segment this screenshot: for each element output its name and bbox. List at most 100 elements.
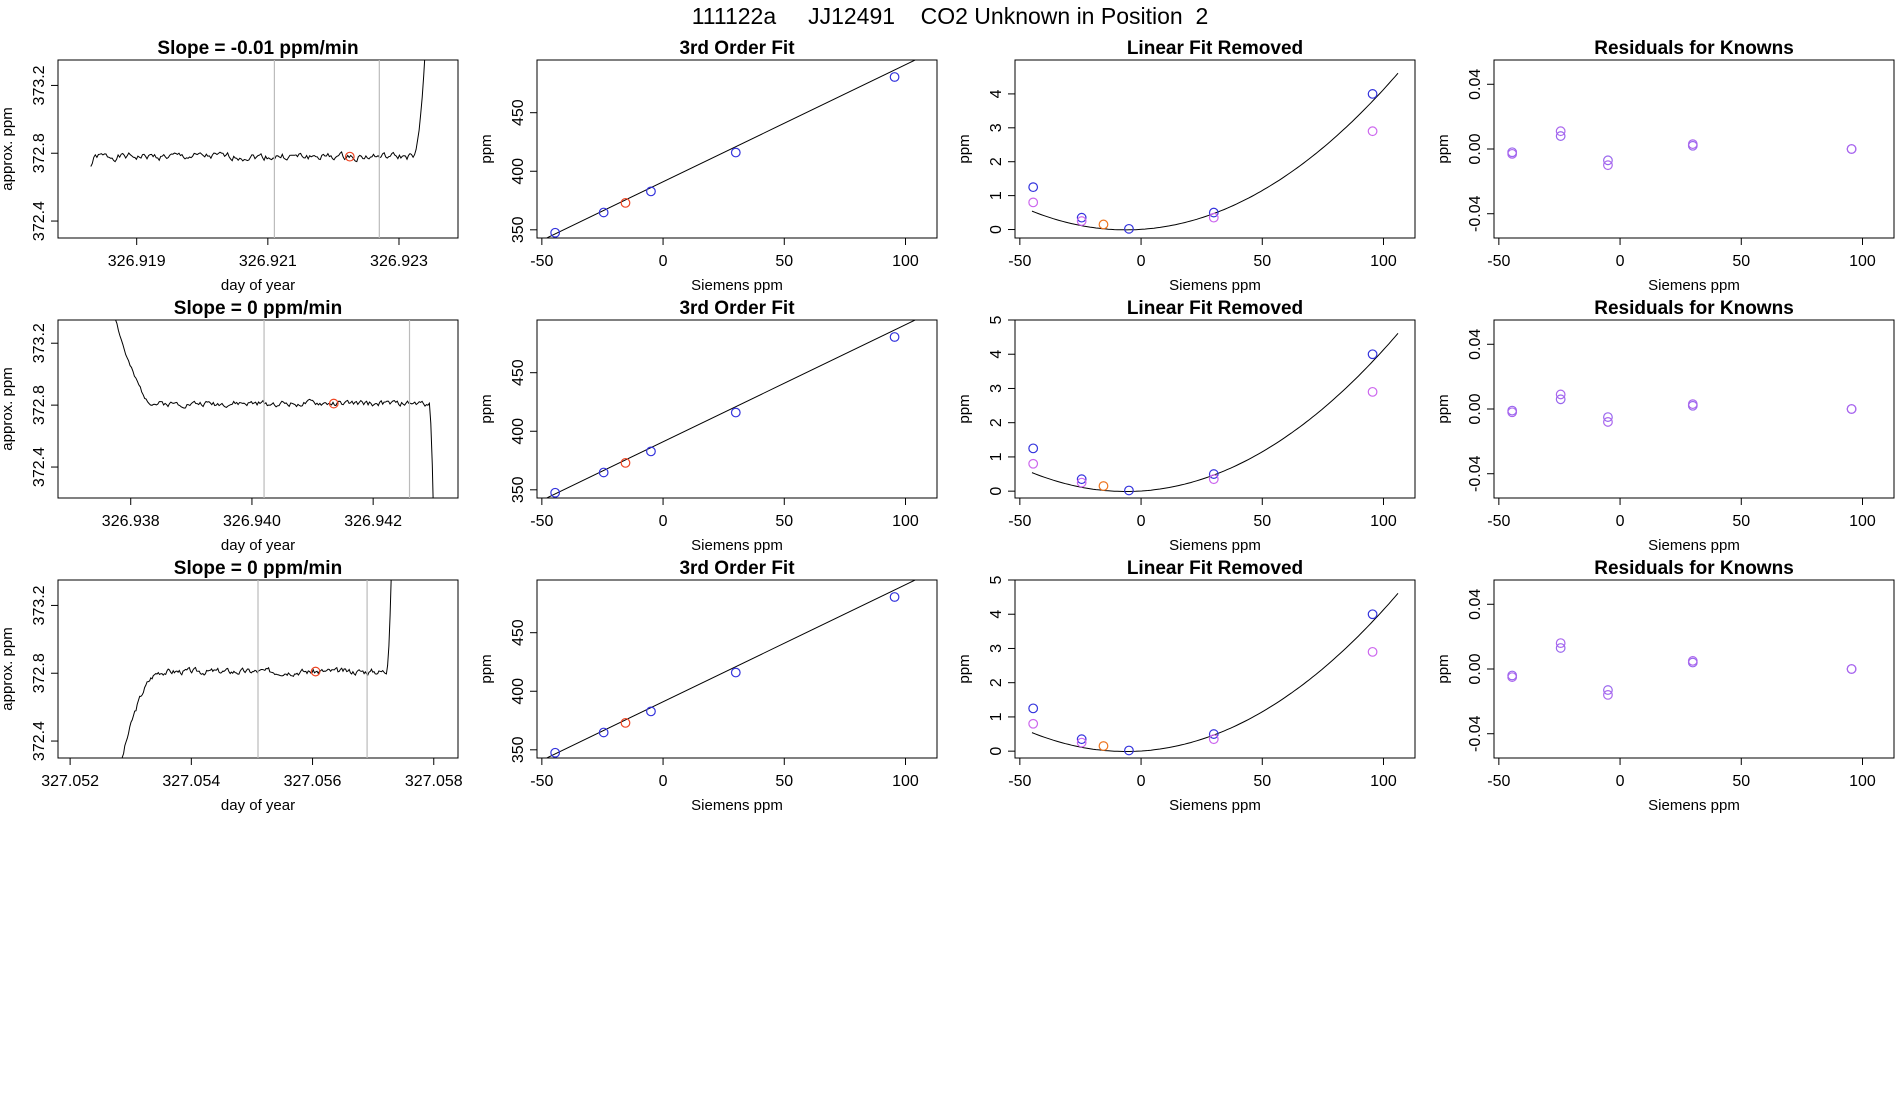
plot-area	[1028, 72, 1399, 234]
x-axis-label: Siemens ppm	[1648, 797, 1740, 814]
y-tick-label: 0.04	[1467, 69, 1484, 100]
x-tick-label: -50	[1008, 253, 1031, 270]
plot-area	[121, 580, 392, 758]
data-point-secondary	[1028, 718, 1039, 729]
y-axis-label: approx. ppm	[0, 367, 16, 450]
x-axis-label: Siemens ppm	[1169, 537, 1261, 554]
panel-3-2: 3rd Order Fit Siemens ppm ppm -50 0 50 100 350 4…	[478, 558, 938, 814]
data-point-known	[1367, 349, 1378, 360]
y-tick-label: 372.4	[31, 201, 48, 241]
data-point-secondary	[1028, 458, 1039, 469]
panel-1-2: 3rd Order Fit Siemens ppm ppm -50 0 50 100 350 4…	[478, 38, 938, 294]
data-point-known	[1124, 745, 1134, 756]
y-axis-label: ppm	[956, 394, 973, 423]
data-point-known	[1208, 469, 1219, 479]
fit-line	[545, 60, 917, 238]
data-point-known	[1076, 212, 1087, 223]
panel-2-1: Slope = 0 ppm/min day of year approx. ppm 3…	[0, 298, 459, 554]
x-tick-label: 327.058	[405, 773, 463, 790]
y-tick-label: 3	[988, 384, 1005, 393]
data-point-unknown_fit	[1098, 741, 1109, 751]
data-point-secondary	[1208, 474, 1219, 485]
x-axis-label: Siemens ppm	[691, 797, 783, 814]
x-axis-label: day of year	[221, 277, 295, 294]
x-tick-label: 100	[892, 773, 919, 790]
data-point-known	[1367, 609, 1378, 620]
x-axis-label: day of year	[221, 537, 295, 554]
x-tick-label: 50	[1732, 253, 1750, 270]
y-tick-label: 372.4	[31, 721, 48, 761]
panel-title: Residuals for Knowns	[1594, 558, 1794, 579]
y-axis-label: ppm	[956, 134, 973, 163]
data-point-known	[1124, 485, 1134, 496]
plot-frame	[536, 579, 938, 759]
y-tick-label: 372.8	[31, 133, 48, 173]
y-axis-label: ppm	[956, 654, 973, 683]
panel-3-4: Residuals for Knowns Siemens ppm ppm -50 0 50…	[1435, 558, 1895, 814]
data-point-known	[598, 467, 609, 478]
x-tick-label: 50	[1732, 773, 1750, 790]
data-point-residual_b	[1687, 399, 1698, 410]
data-point-known	[1076, 474, 1087, 485]
x-tick-label: 100	[1849, 513, 1876, 530]
data-point-known	[1028, 182, 1039, 193]
y-tick-label: 350	[510, 216, 527, 243]
page-title: 111122a JJ12491 CO2 Unknown in Position …	[691, 3, 1209, 29]
data-point-residual_a	[1603, 685, 1613, 695]
data-point-unknown	[620, 457, 631, 468]
x-axis-label: Siemens ppm	[1648, 537, 1740, 554]
data-point-unknown	[310, 666, 321, 677]
plot-area	[545, 580, 917, 758]
y-tick-label: 3	[988, 123, 1005, 132]
data-point-unknown	[328, 398, 339, 409]
panel-2-4: Residuals for Knowns Siemens ppm ppm -50 0 50…	[1435, 298, 1895, 554]
panel-title: Slope = 0 ppm/min	[174, 558, 342, 579]
data-point-known	[550, 747, 561, 758]
data-point-residual_b	[1555, 389, 1566, 400]
y-tick-label: 5	[988, 315, 1005, 324]
x-tick-label: 326.921	[239, 253, 297, 270]
panel-2-2: 3rd Order Fit Siemens ppm ppm -50 0 50 100 350 4…	[478, 298, 938, 554]
data-point-known	[598, 727, 609, 738]
x-tick-label: 50	[1732, 513, 1750, 530]
x-tick-label: 0	[1137, 773, 1146, 790]
x-tick-label: 50	[1253, 253, 1271, 270]
data-point-residual_b	[1603, 689, 1613, 700]
x-tick-label: 326.919	[108, 253, 166, 270]
fit-curve	[1031, 72, 1399, 231]
x-axis-label: day of year	[221, 797, 295, 814]
x-tick-label: 327.052	[41, 773, 99, 790]
data-point-secondary	[1208, 212, 1219, 223]
panel-title: Residuals for Knowns	[1594, 38, 1794, 59]
data-point-known	[1124, 223, 1134, 234]
y-tick-label: 373.2	[31, 323, 48, 363]
x-tick-label: -50	[1008, 513, 1031, 530]
plot-area	[545, 320, 917, 498]
x-tick-label: -50	[530, 253, 553, 270]
x-tick-label: 50	[1253, 513, 1271, 530]
y-tick-label: 0.00	[1467, 393, 1484, 424]
data-point-unknown_fit	[1098, 481, 1109, 491]
plot-area	[1028, 592, 1399, 756]
fit-curve	[1031, 332, 1399, 492]
panel-title: Slope = 0 ppm/min	[174, 298, 342, 319]
y-tick-label: 5	[988, 575, 1005, 584]
x-tick-label: 327.056	[284, 773, 342, 790]
data-point-residual_b	[1603, 160, 1613, 171]
panel-1-1: Slope = -0.01 ppm/min day of year approx. …	[0, 38, 459, 294]
y-tick-label: 350	[510, 736, 527, 763]
x-tick-label: 100	[1370, 513, 1397, 530]
data-point-known	[646, 446, 656, 457]
data-point-secondary	[1028, 197, 1039, 208]
data-point-residual_a	[1603, 412, 1613, 422]
x-axis-label: Siemens ppm	[1648, 277, 1740, 294]
x-tick-label: 50	[775, 773, 793, 790]
x-tick-label: 0	[1137, 513, 1146, 530]
plot-area	[1507, 389, 1857, 427]
data-point-known	[1367, 89, 1378, 99]
data-point-known	[1208, 729, 1219, 739]
x-axis-label: Siemens ppm	[1169, 797, 1261, 814]
